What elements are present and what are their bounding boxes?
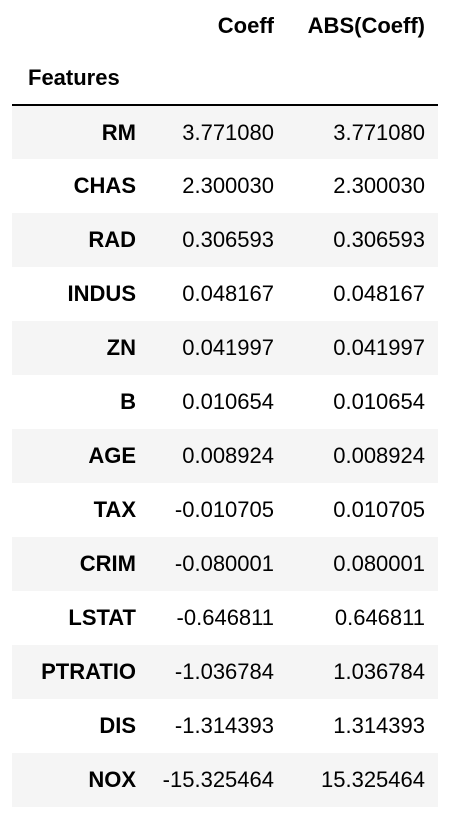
- row-feature-label: B: [120, 389, 136, 414]
- table-row: RAD 0.306593 0.306593: [12, 213, 438, 267]
- table-row: AGE 0.008924 0.008924: [12, 429, 438, 483]
- cell-abs-coeff: 15.325464: [321, 767, 425, 792]
- table-row: PTRATIO -1.036784 1.036784: [12, 645, 438, 699]
- cell-coeff: -0.010705: [174, 497, 274, 522]
- cell-coeff: -0.080001: [174, 551, 274, 576]
- cell-coeff: 0.008924: [182, 443, 274, 468]
- cell-coeff: 2.300030: [182, 173, 274, 198]
- cell-coeff: 0.306593: [182, 227, 274, 252]
- column-header-coeff: Coeff: [217, 12, 274, 38]
- cell-coeff: 0.010654: [182, 389, 274, 414]
- cell-coeff: -15.325464: [162, 767, 274, 792]
- cell-abs-coeff: 0.010654: [333, 389, 425, 414]
- row-feature-label: ZN: [106, 335, 136, 360]
- row-feature-label: RM: [101, 119, 136, 145]
- header-blank: [12, 0, 136, 51]
- row-feature-label: INDUS: [67, 281, 136, 306]
- cell-abs-coeff: 0.080001: [333, 551, 425, 576]
- cell-coeff: -0.646811: [176, 605, 274, 630]
- table-row: B 0.010654 0.010654: [12, 375, 438, 429]
- table-row: ZN 0.041997 0.041997: [12, 321, 438, 375]
- column-header-row: Coeff ABS(Coeff): [12, 0, 438, 51]
- row-feature-label: RAD: [88, 227, 136, 252]
- index-name: Features: [12, 51, 136, 106]
- cell-abs-coeff: 2.300030: [333, 173, 425, 198]
- cell-abs-coeff: 0.010705: [333, 497, 425, 522]
- table-body: RM 3.771080 3.771080 CHAS 2.300030 2.300030 RA…: [12, 105, 438, 807]
- cell-abs-coeff: 0.041997: [333, 335, 425, 360]
- table-row: CHAS 2.300030 2.300030: [12, 159, 438, 213]
- table-row: RM 3.771080 3.771080: [12, 105, 438, 159]
- index-name-row: Features: [12, 51, 438, 106]
- row-feature-label: DIS: [99, 713, 136, 738]
- table-row: INDUS 0.048167 0.048167: [12, 267, 438, 321]
- cell-abs-coeff: 3.771080: [333, 119, 425, 145]
- table-header: Coeff ABS(Coeff) Features: [12, 0, 438, 106]
- cell-abs-coeff: 1.314393: [333, 713, 425, 738]
- row-feature-label: NOX: [88, 767, 136, 792]
- row-feature-label: LSTAT: [68, 605, 136, 630]
- cell-coeff: 0.041997: [182, 335, 274, 360]
- table-row: NOX -15.325464 15.325464: [12, 753, 438, 807]
- index-row-blank-1: [136, 51, 287, 106]
- table-row: CRIM -0.080001 0.080001: [12, 537, 438, 591]
- cell-coeff: 3.771080: [182, 119, 274, 145]
- cell-abs-coeff: 1.036784: [333, 659, 425, 684]
- row-feature-label: CHAS: [73, 173, 136, 198]
- row-feature-label: TAX: [93, 497, 136, 522]
- row-feature-label: PTRATIO: [41, 659, 136, 684]
- cell-abs-coeff: 0.008924: [333, 443, 425, 468]
- table-row: TAX -0.010705 0.010705: [12, 483, 438, 537]
- row-feature-label: CRIM: [79, 551, 136, 576]
- cell-coeff: 0.048167: [182, 281, 274, 306]
- row-feature-label: AGE: [88, 443, 136, 468]
- cell-abs-coeff: 0.306593: [333, 227, 425, 252]
- cell-coeff: -1.314393: [174, 713, 274, 738]
- column-header-abs-coeff: ABS(Coeff): [307, 12, 425, 38]
- cell-coeff: -1.036784: [174, 659, 274, 684]
- index-row-blank-2: [287, 51, 438, 106]
- coefficients-table: Coeff ABS(Coeff) Features RM 3.771080 3.77…: [12, 0, 438, 807]
- table-row: DIS -1.314393 1.314393: [12, 699, 438, 753]
- table-row: LSTAT -0.646811 0.646811: [12, 591, 438, 645]
- cell-abs-coeff: 0.646811: [334, 605, 425, 630]
- cell-abs-coeff: 0.048167: [333, 281, 425, 306]
